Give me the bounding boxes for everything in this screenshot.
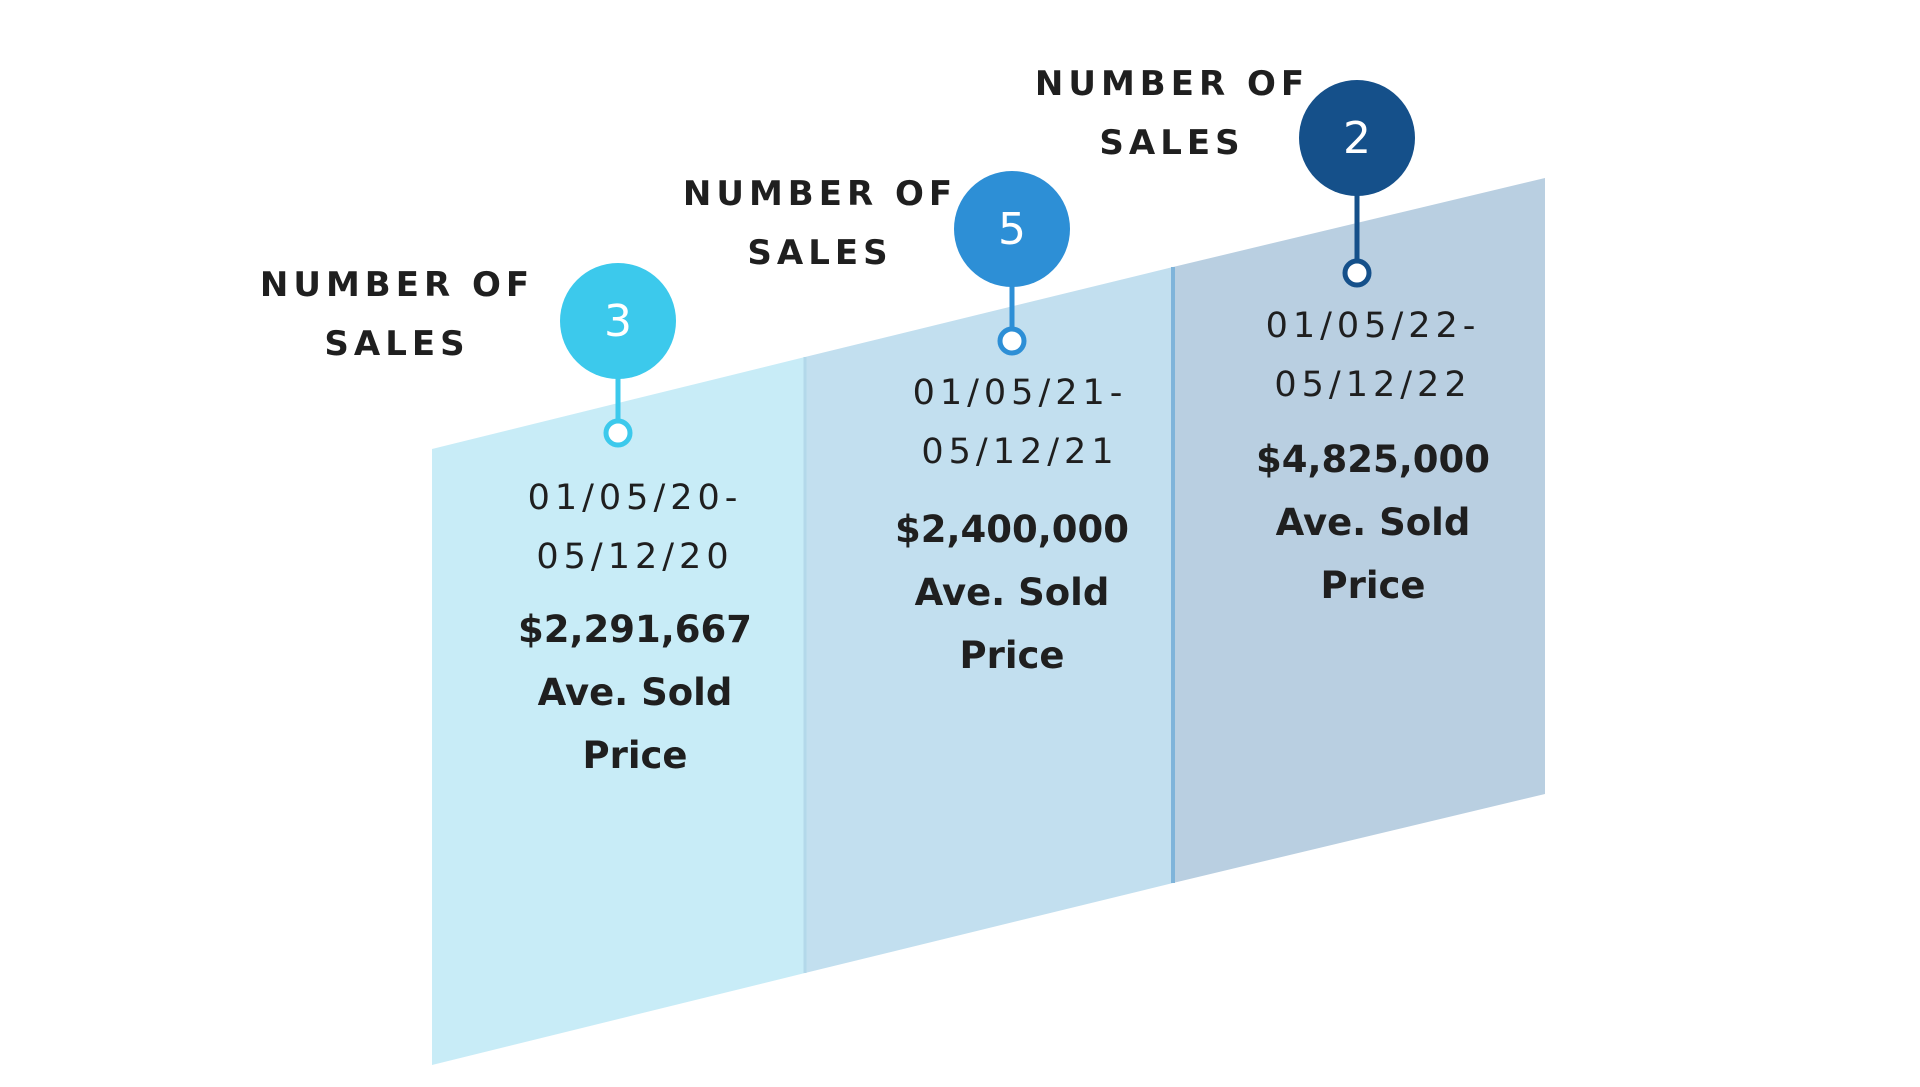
avg-price-label-line1-3: Ave. Sold xyxy=(1275,501,1471,544)
avg-sold-price-3: $4,825,000 xyxy=(1255,438,1491,481)
avg-price-label-line2-1: Price xyxy=(582,734,688,777)
date-range-3: 01/05/22- 05/12/22 xyxy=(1193,297,1553,415)
sales-count-3: 2 xyxy=(1343,112,1371,164)
avg-sold-price-2: $2,400,000 xyxy=(894,508,1130,551)
date-range-2: 01/05/21- 05/12/21 xyxy=(840,364,1200,482)
avg-price-block-1: $2,291,667 Ave. Sold Price xyxy=(455,598,815,787)
sales-count-1: 3 xyxy=(604,295,632,347)
connector-dot-1 xyxy=(603,418,633,448)
date-end-2: 05/12/21 xyxy=(921,432,1119,472)
label-line-1: NUMBER OF xyxy=(1034,64,1310,104)
avg-price-block-2: $2,400,000 Ave. Sold Price xyxy=(832,498,1192,687)
avg-sold-price-1: $2,291,667 xyxy=(517,608,753,651)
connector-dot-3 xyxy=(1342,258,1372,288)
date-start-2: 01/05/21- xyxy=(912,373,1128,413)
date-start-1: 01/05/20- xyxy=(527,478,743,518)
label-line-2: SALES xyxy=(747,233,893,273)
date-end-3: 05/12/22 xyxy=(1274,365,1472,405)
sales-count-bubble-2: 5 xyxy=(954,171,1070,287)
period-panel-2 xyxy=(805,267,1173,973)
sales-count-bubble-3: 2 xyxy=(1299,80,1415,196)
date-end-1: 05/12/20 xyxy=(536,537,734,577)
sales-count-bubble-1: 3 xyxy=(560,263,676,379)
period-panel-3 xyxy=(1173,178,1545,883)
date-start-3: 01/05/22- xyxy=(1265,306,1481,346)
number-of-sales-label-1: NUMBER OF SALES xyxy=(217,256,577,374)
date-range-1: 01/05/20- 05/12/20 xyxy=(455,469,815,587)
avg-price-label-line2-2: Price xyxy=(959,634,1065,677)
avg-price-block-3: $4,825,000 Ave. Sold Price xyxy=(1193,428,1553,617)
label-line-2: SALES xyxy=(324,324,470,364)
avg-price-label-line1-1: Ave. Sold xyxy=(537,671,733,714)
avg-price-label-line1-2: Ave. Sold xyxy=(914,571,1110,614)
number-of-sales-label-2: NUMBER OF SALES xyxy=(640,165,1000,283)
number-of-sales-label-3: NUMBER OF SALES xyxy=(992,55,1352,173)
label-line-1: NUMBER OF xyxy=(682,174,958,214)
label-line-1: NUMBER OF xyxy=(259,265,535,305)
label-line-2: SALES xyxy=(1099,123,1245,163)
period-panel-1 xyxy=(432,357,805,1065)
sales-count-2: 5 xyxy=(998,203,1026,255)
connector-dot-2 xyxy=(997,326,1027,356)
avg-price-label-line2-3: Price xyxy=(1320,564,1426,607)
